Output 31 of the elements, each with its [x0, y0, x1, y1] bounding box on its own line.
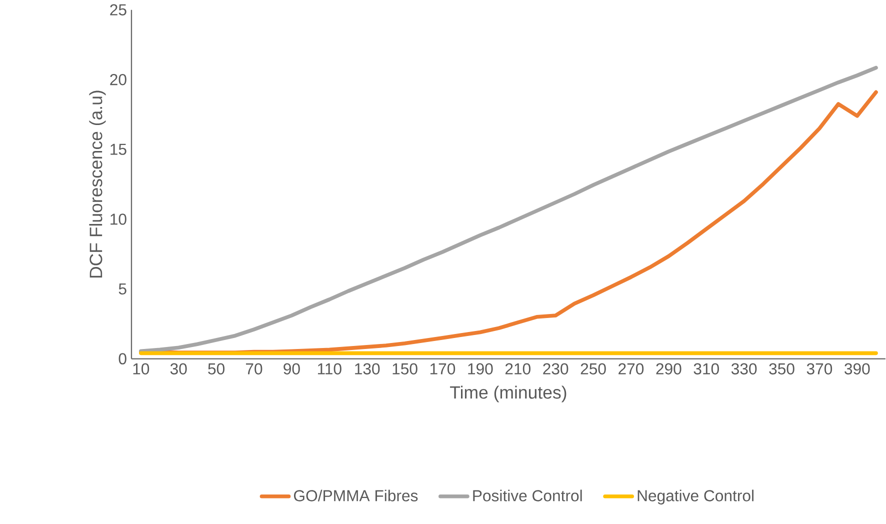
- x-tick-label: 210: [505, 363, 530, 374]
- x-tick-label: 290: [656, 363, 682, 374]
- x-tick-label: 150: [392, 363, 418, 374]
- x-axis-title: Time (minutes): [450, 386, 566, 402]
- x-tick-label: 90: [284, 363, 300, 374]
- x-tick-label: 130: [355, 363, 380, 374]
- x-tick-label: 170: [430, 363, 456, 374]
- legend-label: Positive Control: [473, 490, 582, 502]
- x-tick-label: 70: [246, 363, 262, 374]
- x-tick-label: 310: [694, 363, 719, 374]
- x-tick-label: 390: [844, 363, 870, 374]
- x-tick-label: 30: [170, 363, 187, 374]
- y-tick-label: 0: [118, 353, 126, 364]
- x-tick-label: 110: [318, 363, 342, 374]
- x-tick-label: 270: [618, 363, 644, 374]
- y-axis-title: DCF Fluorescence (a.u): [89, 90, 106, 278]
- x-tick-label: 190: [468, 363, 493, 374]
- x-tick-label: 330: [731, 363, 757, 374]
- x-tick-label: 250: [580, 363, 606, 374]
- y-tick-label: 15: [110, 144, 126, 155]
- y-tick-label: 5: [118, 283, 126, 294]
- y-tick-label: 25: [110, 4, 126, 16]
- y-tick-label: 10: [110, 214, 126, 225]
- legend-label: Negative Control: [638, 490, 754, 504]
- x-tick-label: 350: [769, 363, 794, 374]
- x-tick-label: 370: [806, 363, 832, 374]
- y-tick-label: 20: [110, 74, 126, 86]
- x-tick-label: 230: [543, 363, 568, 374]
- legend-label: GO/PMMA Fibres: [294, 490, 418, 502]
- x-tick-label: 50: [208, 363, 224, 374]
- x-tick-label: 10: [133, 363, 150, 374]
